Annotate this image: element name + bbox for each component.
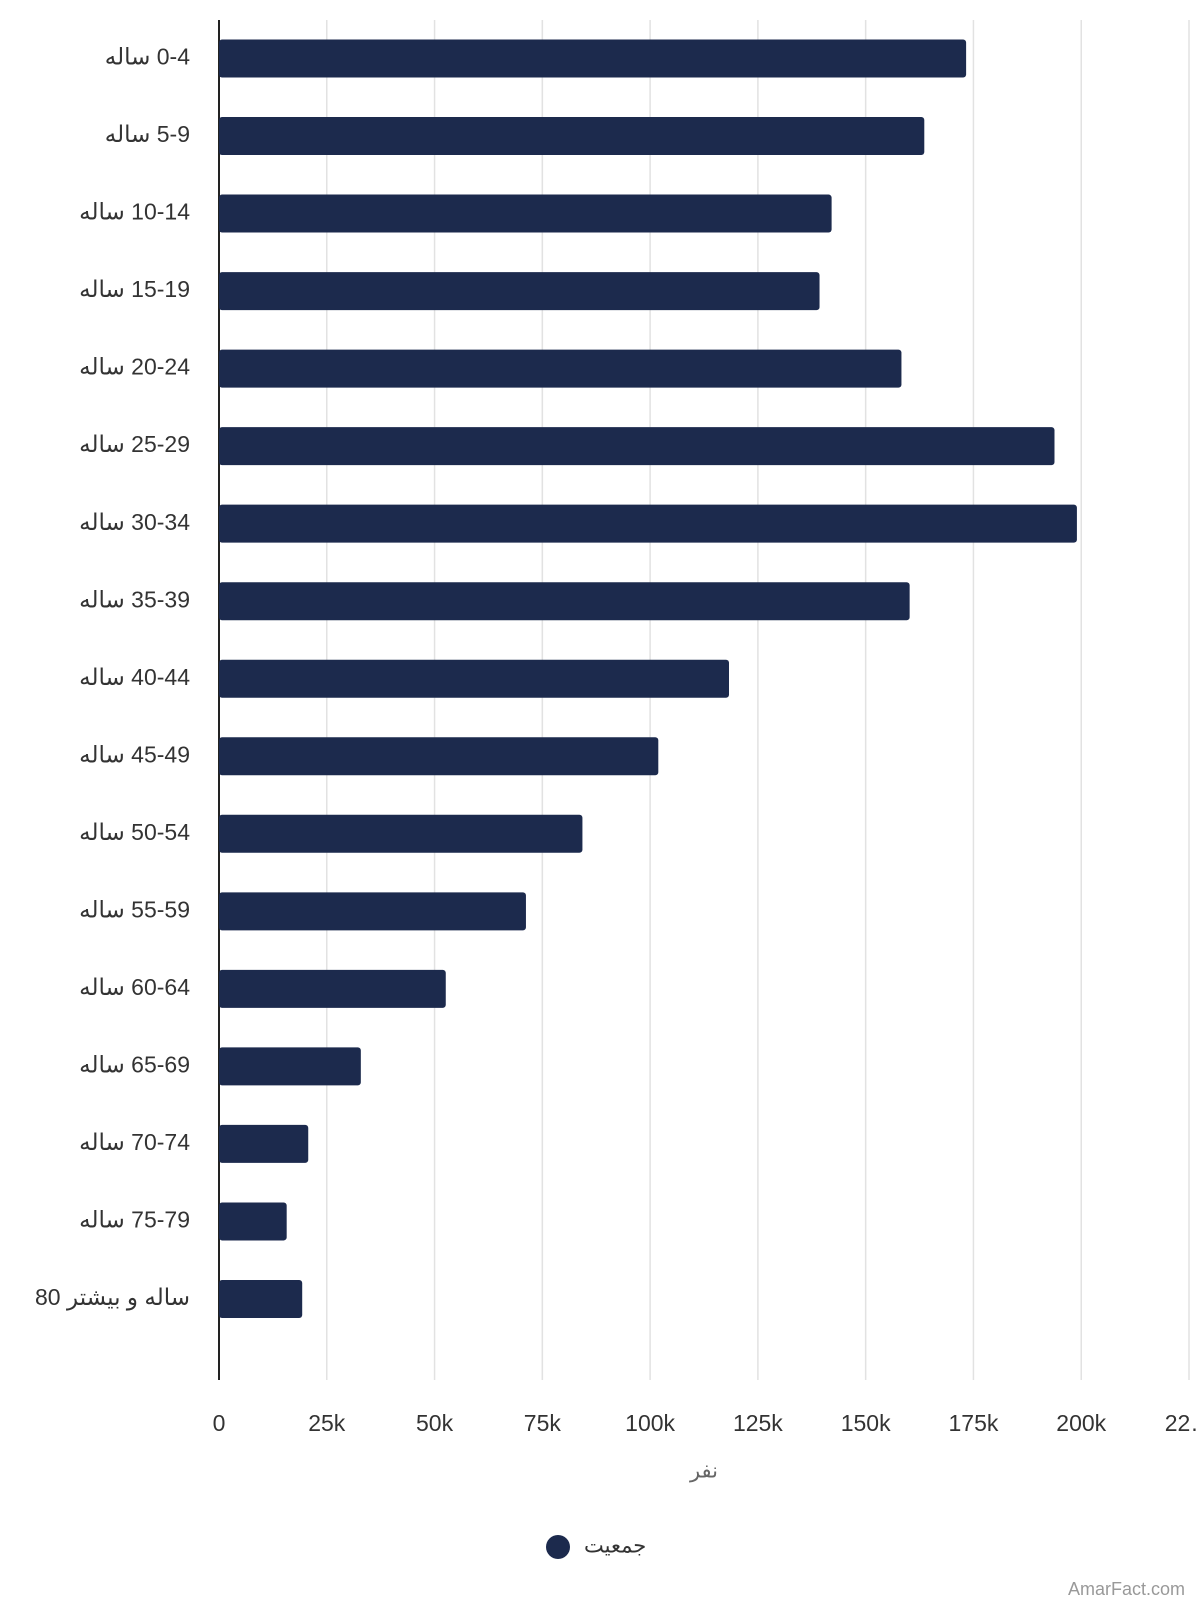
bar <box>219 892 526 931</box>
y-tick-label: 70-74 ساله <box>79 1129 190 1155</box>
y-tick-label: 55-59 ساله <box>79 896 190 922</box>
x-tick-label: 100k <box>625 1410 675 1436</box>
legend-label: جمعیت <box>584 1535 646 1558</box>
y-tick-label: 25-29 ساله <box>79 431 190 457</box>
y-tick-label: 15-19 ساله <box>79 276 190 302</box>
bar <box>219 737 659 776</box>
watermark: AmarFact.com <box>1068 1579 1185 1599</box>
y-tick-label: 50-54 ساله <box>79 819 190 845</box>
y-tick-label: 0-4 ساله <box>105 44 190 70</box>
bar <box>219 272 820 311</box>
y-tick-label: 75-79 ساله <box>79 1207 190 1233</box>
x-tick-label: 150k <box>841 1410 891 1436</box>
bar <box>219 659 730 698</box>
bar <box>219 1279 303 1318</box>
y-tick-label: 10-14 ساله <box>79 199 190 225</box>
bar <box>219 582 910 621</box>
bar <box>219 1047 361 1086</box>
y-tick-label: 40-44 ساله <box>79 664 190 690</box>
y-tick-label: 20-24 ساله <box>79 354 190 380</box>
y-tick-label: 45-49 ساله <box>79 741 190 767</box>
x-tick-label: 0 <box>213 1410 226 1436</box>
x-tick-label: 200k <box>1056 1410 1106 1436</box>
bar <box>219 1124 309 1163</box>
bar <box>219 194 832 233</box>
bar <box>219 504 1077 543</box>
x-tick-label: 50k <box>416 1410 454 1436</box>
x-axis-title: نفر <box>689 1460 718 1483</box>
x-tick-label: 175k <box>949 1410 999 1436</box>
bar <box>219 427 1055 466</box>
bar <box>219 349 902 388</box>
x-tick-label: 125k <box>733 1410 783 1436</box>
y-tick-label: 35-39 ساله <box>79 586 190 612</box>
y-tick-label: 60-64 ساله <box>79 974 190 1000</box>
x-tick-label: 22… <box>1165 1410 1200 1436</box>
y-tick-label: ساله و بیشتر 80 <box>35 1284 190 1311</box>
x-tick-label: 75k <box>524 1410 562 1436</box>
bar <box>219 1202 287 1241</box>
y-tick-label: 5-9 ساله <box>105 121 190 147</box>
x-tick-label: 25k <box>308 1410 346 1436</box>
bar <box>219 39 967 78</box>
bar <box>219 117 925 156</box>
y-tick-label: 30-34 ساله <box>79 509 190 535</box>
bar <box>219 969 446 1008</box>
y-tick-label: 65-69 ساله <box>79 1051 190 1077</box>
bar <box>219 814 583 853</box>
legend-marker <box>546 1535 570 1559</box>
